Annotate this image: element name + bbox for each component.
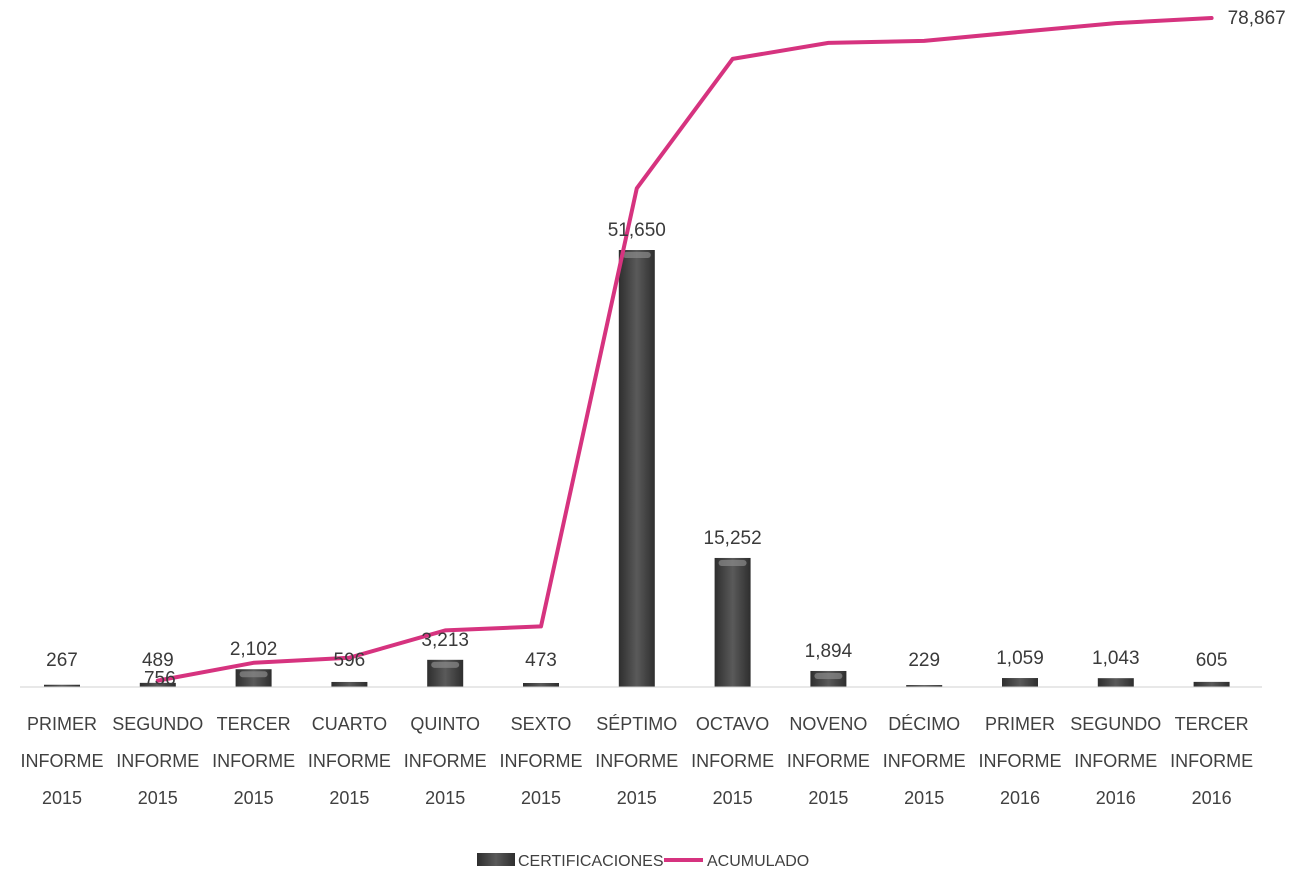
x-tick-label: TERCER INFORME 2015	[212, 714, 295, 808]
bar-data-label: 2,102	[230, 639, 278, 660]
x-tick-label: CUARTO INFORME 2015	[308, 714, 391, 808]
bar-certificaciones	[331, 681, 368, 687]
legend: CERTIFICACIONES ACUMULADO	[477, 853, 809, 870]
bar-highlight	[239, 671, 268, 678]
bar-data-label: 229	[908, 650, 940, 671]
bar-highlight	[622, 252, 651, 258]
x-tick-label: QUINTO INFORME 2015	[404, 714, 487, 808]
bar-data-labels: 267 489 2,102 596 3,213 473 51,650 15,252 1,894 2…	[46, 220, 1227, 671]
x-tick-label: SEGUNDO INFORME 2016	[1070, 714, 1161, 808]
bar-certificaciones	[44, 684, 80, 687]
x-tick-label: PRIMER INFORME 2015	[21, 714, 104, 808]
line-data-label: 756	[144, 669, 176, 690]
bar-data-label: 473	[525, 650, 557, 671]
x-tick-label: OCTAVO INFORME 2015	[691, 714, 774, 808]
bar-data-label: 3,213	[421, 630, 469, 651]
bar-data-label: 489	[142, 650, 174, 671]
bar-certificaciones	[1097, 678, 1134, 687]
bar-data-label: 15,252	[704, 528, 762, 549]
bar-data-label: 596	[334, 650, 366, 671]
x-tick-label: PRIMER INFORME 2016	[979, 714, 1062, 808]
x-tick-label: SEGUNDO INFORME 2015	[112, 714, 203, 808]
bar-data-label: 605	[1196, 650, 1228, 671]
legend-label-acumulado: ACUMULADO	[707, 853, 809, 870]
bar-highlight	[431, 661, 460, 668]
x-tick-label: TERCER INFORME 2016	[1170, 714, 1253, 808]
x-tick-label: SÉPTIMO INFORME 2015	[595, 714, 678, 808]
x-tick-label: SEXTO INFORME 2015	[500, 714, 583, 808]
x-tick-label: NOVENO INFORME 2015	[787, 714, 870, 808]
line-series	[155, 16, 1214, 683]
bar-highlight	[718, 559, 747, 566]
bar-certificaciones	[1002, 678, 1038, 687]
bar-series	[44, 250, 1230, 687]
line-acumulado	[155, 16, 1214, 683]
bar-certificaciones	[618, 250, 655, 687]
bar-data-label: 267	[46, 650, 78, 671]
bar-data-label: 1,894	[805, 641, 853, 662]
bar-highlight	[814, 672, 843, 679]
bar-certificaciones	[714, 557, 751, 687]
bar-certificaciones	[1193, 681, 1230, 687]
x-tick-label: DÉCIMO INFORME 2015	[883, 714, 966, 808]
bar-certificaciones	[523, 682, 559, 687]
legend-label-certificaciones: CERTIFICACIONES	[518, 853, 664, 870]
bar-certificaciones	[906, 685, 943, 687]
legend-swatch-certificaciones	[477, 853, 515, 866]
line-data-label: 78,867	[1228, 8, 1286, 29]
bar-data-label: 1,059	[996, 648, 1044, 669]
bar-data-label: 51,650	[608, 220, 666, 241]
bar-certificaciones	[139, 682, 176, 687]
line-data-labels: 756 78,867	[144, 8, 1286, 690]
bar-data-label: 1,043	[1092, 648, 1140, 669]
